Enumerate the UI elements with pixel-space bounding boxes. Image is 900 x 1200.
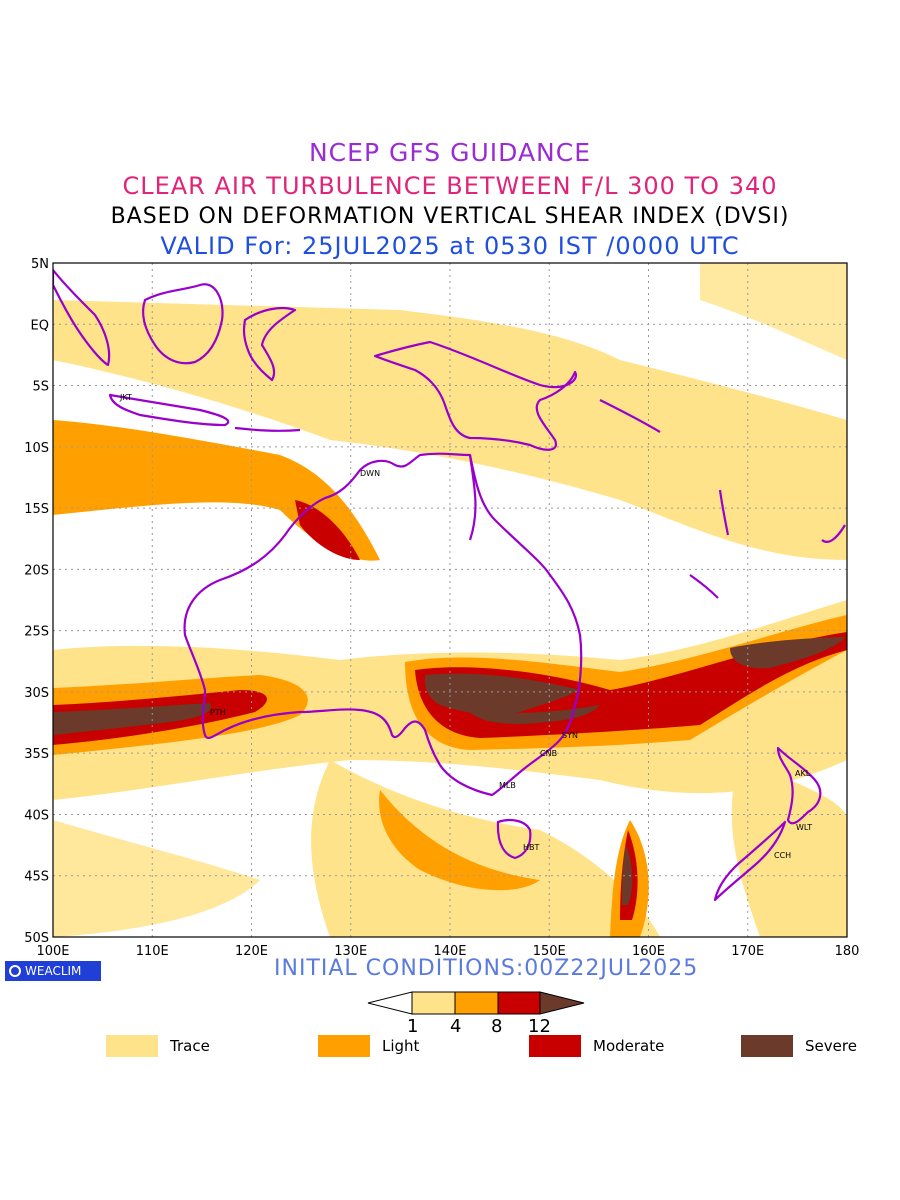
moderate-region-tropics bbox=[295, 500, 360, 560]
coast-new-guinea bbox=[373, 340, 578, 451]
city-label-syn: SYN bbox=[562, 731, 578, 740]
lat-label: 45S bbox=[24, 870, 49, 885]
coast-tasmania bbox=[496, 819, 532, 860]
lon-label: 120E bbox=[235, 944, 268, 959]
coast-vanuatu bbox=[718, 489, 730, 536]
weaclim-badge: WEACLIM bbox=[5, 961, 101, 981]
coast-solomons bbox=[599, 399, 661, 433]
lat-label: 50S bbox=[24, 931, 49, 946]
colorbar-tick-12: 12 bbox=[528, 1016, 551, 1037]
coast-fiji bbox=[821, 524, 846, 543]
lon-label: 180 bbox=[835, 944, 860, 959]
coast-new-zealand-north bbox=[776, 746, 822, 825]
legend-item-trace: Trace bbox=[106, 1035, 210, 1057]
lon-label: 140E bbox=[433, 944, 466, 959]
legend-label-moderate: Moderate bbox=[593, 1037, 665, 1055]
legend-swatch-light bbox=[318, 1035, 370, 1057]
colorbar-light bbox=[454, 991, 499, 1015]
severe-region-tasman bbox=[622, 845, 633, 905]
coast-lesser-sunda bbox=[234, 426, 301, 432]
lon-label: 100E bbox=[36, 944, 69, 959]
legend-swatch-trace bbox=[106, 1035, 158, 1057]
lat-label: 35S bbox=[24, 747, 49, 762]
severe-region-east-jet-2 bbox=[470, 705, 600, 724]
coast-sumatra bbox=[53, 268, 111, 367]
coast-new-caledonia bbox=[689, 574, 719, 599]
lon-label: 160E bbox=[632, 944, 665, 959]
grid-lines bbox=[53, 263, 847, 937]
severe-region-tasman-jet bbox=[730, 637, 845, 669]
lat-label: 5N bbox=[31, 257, 49, 272]
lat-label: 20S bbox=[24, 563, 49, 578]
lon-label: 130E bbox=[334, 944, 367, 959]
legend-label-severe: Severe bbox=[805, 1037, 857, 1055]
legend-swatch-moderate bbox=[529, 1035, 581, 1057]
colorbar-low-arrow bbox=[367, 991, 413, 1015]
light-region-tropics bbox=[53, 420, 380, 561]
coast-java bbox=[108, 393, 230, 427]
coast-borneo bbox=[141, 283, 224, 365]
colorbar-moderate bbox=[497, 991, 541, 1015]
chart-subtitle: CLEAR AIR TURBULENCE BETWEEN F/L 300 TO … bbox=[122, 172, 778, 200]
colorbar-tick-1: 1 bbox=[407, 1016, 419, 1037]
legend-item-light: Light bbox=[318, 1035, 419, 1057]
city-label-jkt: JKT bbox=[119, 393, 132, 402]
map-frame bbox=[52, 262, 848, 938]
city-label-cch: CCH bbox=[774, 851, 791, 860]
trace-region-north bbox=[700, 263, 847, 360]
legend-item-severe: Severe bbox=[741, 1035, 857, 1057]
coastlines bbox=[53, 268, 846, 902]
lat-label: 25S bbox=[24, 625, 49, 640]
lon-label: 150E bbox=[533, 944, 566, 959]
legend-label-light: Light bbox=[382, 1037, 420, 1055]
coast-new-zealand-south bbox=[713, 820, 787, 902]
city-label-mlb: MLB bbox=[499, 781, 516, 790]
coast-sulawesi bbox=[242, 306, 297, 382]
city-label-cnb: CNB bbox=[540, 749, 557, 758]
coast-cape-york bbox=[468, 454, 477, 541]
legend-label-trace: Trace bbox=[170, 1037, 210, 1055]
legend-swatch-severe bbox=[741, 1035, 793, 1057]
initial-conditions: INITIAL CONDITIONS:00Z22JUL2025 bbox=[274, 956, 699, 981]
severe-region-west-jet bbox=[53, 703, 211, 735]
city-label-hbt: HBT bbox=[523, 843, 540, 852]
trace-region-south bbox=[311, 760, 660, 937]
legend-item-moderate: Moderate bbox=[529, 1035, 664, 1057]
chart-valid-time: VALID For: 25JUL2025 at 0530 IST /0000 U… bbox=[160, 232, 740, 260]
lat-label: EQ bbox=[31, 318, 49, 333]
lat-label: 10S bbox=[24, 441, 49, 456]
city-label-akl: AKL bbox=[795, 769, 811, 778]
lat-label: 40S bbox=[24, 808, 49, 823]
weaclim-logo-icon bbox=[9, 965, 21, 977]
weaclim-label: WEACLIM bbox=[25, 964, 82, 978]
city-label-pth: PTH bbox=[210, 708, 226, 717]
city-label-wlt: WLT bbox=[796, 823, 812, 832]
lon-label: 170E bbox=[731, 944, 764, 959]
chart-title: NCEP GFS GUIDANCE bbox=[308, 138, 591, 167]
coast-australia bbox=[183, 452, 583, 797]
city-label-dwn: DWN bbox=[360, 469, 380, 478]
trace-region-west bbox=[53, 820, 260, 937]
colorbar-tick-8: 8 bbox=[491, 1016, 503, 1037]
lat-label: 5S bbox=[32, 380, 49, 395]
lon-label: 110E bbox=[136, 944, 169, 959]
lat-label: 15S bbox=[24, 502, 49, 517]
colorbar-tick-4: 4 bbox=[450, 1016, 462, 1037]
colorbar bbox=[367, 991, 585, 1015]
chart-method: BASED ON DEFORMATION VERTICAL SHEAR INDE… bbox=[110, 204, 790, 229]
trace-region-nz bbox=[731, 760, 847, 937]
lat-label: 30S bbox=[24, 686, 49, 701]
city-labels: JKT DWN PTH SYN CNB MLB HBT AKL WLT CCH bbox=[119, 393, 812, 860]
light-region-south-arc bbox=[379, 790, 540, 891]
colorbar-trace bbox=[411, 991, 456, 1015]
colorbar-high-arrow bbox=[539, 991, 585, 1015]
severe-region-east-jet bbox=[424, 673, 580, 716]
